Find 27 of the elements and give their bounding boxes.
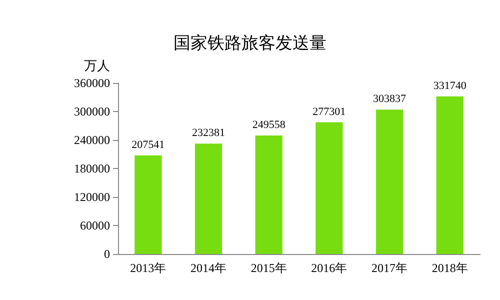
y-tick-label: 60000 xyxy=(80,218,110,232)
bar xyxy=(255,135,282,254)
data-label: 277301 xyxy=(312,106,346,118)
y-axis-title: 万人 xyxy=(84,59,110,74)
chart-title: 国家铁路旅客发送量 xyxy=(174,34,326,54)
x-tick-label: 2014年 xyxy=(190,261,226,275)
bar xyxy=(134,155,162,254)
x-tick-label: 2016年 xyxy=(311,261,348,275)
bar xyxy=(194,144,222,254)
x-tick-label: 2018年 xyxy=(432,261,468,275)
bar xyxy=(436,96,464,254)
y-tick-label: 120000 xyxy=(74,190,110,204)
bar xyxy=(376,110,404,254)
y-tick-label: 0 xyxy=(104,247,110,261)
y-tick-label: 180000 xyxy=(74,162,110,176)
y-tick-label: 360000 xyxy=(74,76,110,90)
data-label: 207541 xyxy=(132,138,165,151)
data-label: 249558 xyxy=(252,118,286,131)
data-label: 303837 xyxy=(373,93,406,106)
y-tick-label: 300000 xyxy=(74,104,110,118)
x-tick-label: 2017年 xyxy=(372,261,408,275)
data-label: 232381 xyxy=(192,127,225,140)
y-tick-label: 240000 xyxy=(74,133,110,147)
x-tick-label: 2015年 xyxy=(250,261,287,275)
data-label: 331740 xyxy=(433,80,467,92)
bar xyxy=(316,122,343,254)
x-tick-label: 2013年 xyxy=(130,261,166,275)
